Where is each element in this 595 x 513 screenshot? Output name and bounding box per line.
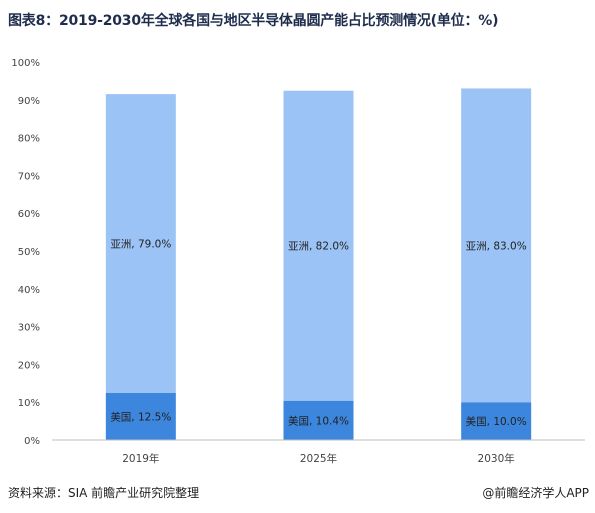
y-tick-label: 60% — [18, 209, 40, 220]
bar-segment — [461, 88, 532, 403]
y-tick-label: 50% — [18, 247, 40, 258]
y-tick-label: 90% — [18, 96, 40, 107]
bar-segment — [105, 94, 176, 393]
data-label: 美国, 10.0% — [466, 415, 527, 428]
bar-segment — [461, 402, 532, 440]
y-tick-label: 10% — [18, 398, 40, 409]
y-tick-label: 80% — [18, 134, 40, 145]
data-label: 美国, 10.4% — [288, 414, 349, 427]
bars-group: 美国, 12.5% 亚洲, 79.0% 美国, 10.4% 亚洲, 82.0% 美国, … — [105, 88, 532, 440]
y-tick-label: 70% — [18, 171, 40, 182]
y-tick-label: 20% — [18, 360, 40, 371]
data-label: 美国, 12.5% — [110, 410, 171, 423]
bar-segment — [283, 400, 354, 440]
x-tick-label: 2030年 — [478, 452, 515, 465]
brand-credit: @前瞻经济学人APP — [482, 486, 589, 500]
bar-segment — [105, 392, 176, 440]
x-tick-label: 2019年 — [122, 452, 159, 465]
y-tick-label: 0% — [24, 436, 40, 447]
data-label: 亚洲, 82.0% — [288, 241, 349, 253]
data-label: 亚洲, 83.0% — [466, 240, 527, 252]
x-tick-label: 2025年 — [300, 452, 337, 465]
y-tick-label: 100% — [11, 58, 40, 69]
data-label: 亚洲, 79.0% — [110, 238, 171, 250]
x-axis: 2019年 2025年 2030年 — [52, 439, 585, 465]
source-note: 资料来源：SIA 前瞻产业研究院整理 — [8, 486, 200, 500]
chart-title: 图表8：2019-2030年全球各国与地区半导体晶圆产能占比预测情况(单位：%) — [8, 13, 499, 29]
y-tick-label: 30% — [18, 323, 40, 334]
y-axis: 0% 10% 20% 30% 40% 50% 60% 70% 80% 90% 100% — [11, 58, 40, 447]
bar-segment — [283, 90, 354, 401]
y-tick-label: 40% — [18, 285, 40, 296]
